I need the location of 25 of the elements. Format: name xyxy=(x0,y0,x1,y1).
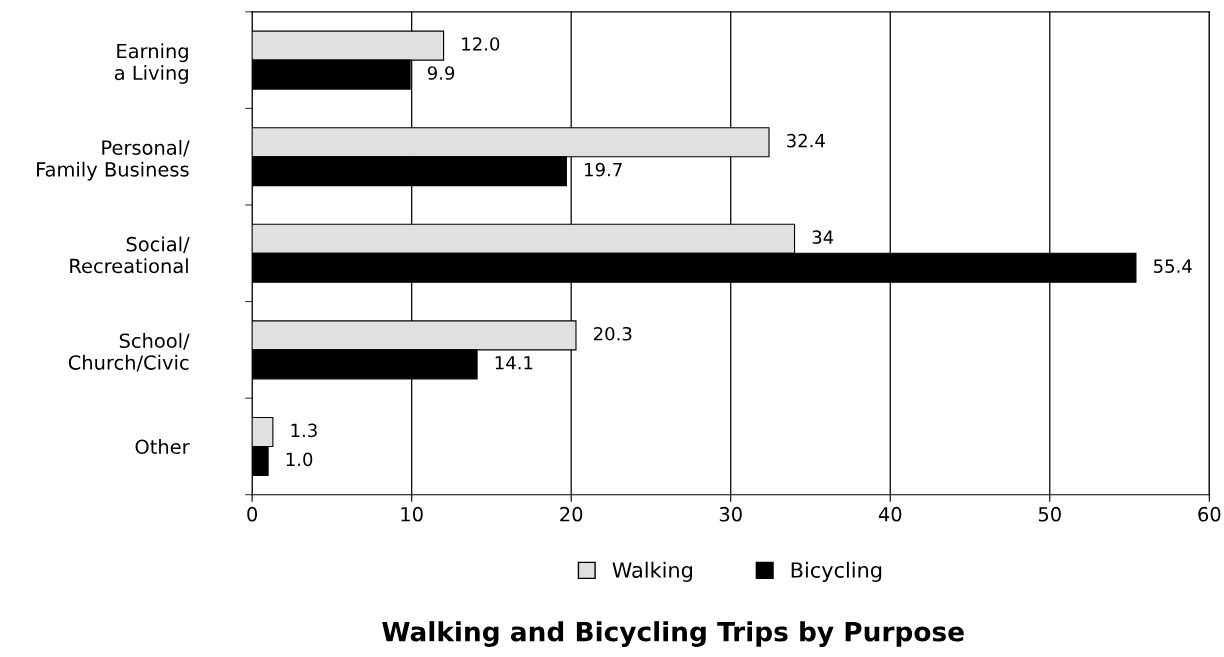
data-label: 20.3 xyxy=(593,326,632,341)
legend-label: Walking xyxy=(612,561,692,582)
x-tick-label: 40 xyxy=(878,506,902,522)
data-label: 55.4 xyxy=(1153,259,1192,273)
y-tick-label: School/ Church/Civic xyxy=(68,333,190,372)
y-tick-label: Other xyxy=(135,439,190,455)
text: Walking and Bicycling Trips by Purpose xyxy=(382,621,964,647)
data-label: 34 xyxy=(812,230,834,245)
x-tick-label: 30 xyxy=(719,506,742,522)
x-tick-label: 60 xyxy=(1198,506,1221,522)
data-label: 14.1 xyxy=(495,356,533,370)
data-label: 12.0 xyxy=(462,37,500,51)
y-tick-label: Personal/ Family Business xyxy=(37,139,190,181)
data-label: 1.0 xyxy=(286,452,313,467)
data-label: 9.9 xyxy=(427,66,455,80)
x-tick-label: 50 xyxy=(1038,506,1061,522)
y-tick-label: Earning a Living xyxy=(114,43,188,84)
data-label: 19.7 xyxy=(585,162,622,177)
y-tick-label: Social/ Recreational xyxy=(70,236,190,274)
data-label: 32.4 xyxy=(787,133,825,148)
data-label: 1.3 xyxy=(291,423,317,438)
legend-label: Bicycling xyxy=(791,561,882,582)
x-tick-label: 20 xyxy=(560,506,583,522)
x-tick-label: 10 xyxy=(401,506,423,522)
x-tick-label: 0 xyxy=(247,506,258,522)
